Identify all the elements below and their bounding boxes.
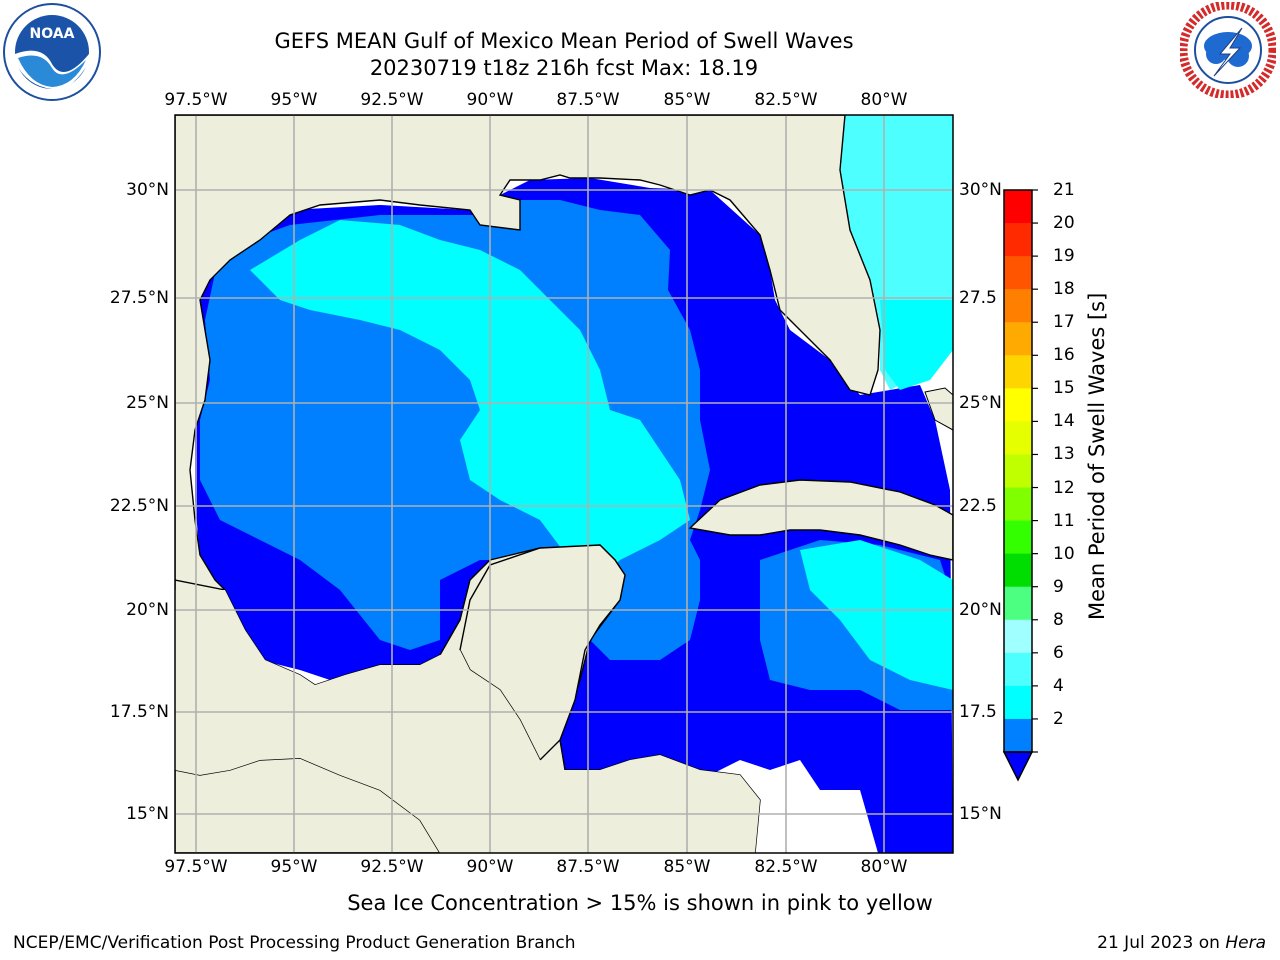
colorbar-segment [1004,685,1032,720]
lon-label-top: 90°W [466,90,514,110]
footer-date: 21 Jul 2023 on Hera [1097,933,1266,953]
colorbar-segment [1004,454,1032,489]
colorbar-tick-label: 14 [1053,411,1075,432]
footer-machine: Hera [1225,933,1266,953]
lat-label-right: 30°N [959,180,1002,200]
colorbar-tick-label: 18 [1053,279,1075,300]
colorbar-tick-label: 12 [1053,477,1075,498]
swell-6-7s-region-atlantic [880,300,953,390]
lon-label-top: 95°W [270,90,318,110]
colorbar-tick-label: 6 [1053,642,1064,663]
colorbar-tick-label: 19 [1053,246,1075,267]
colorbar-tick-label: 4 [1053,675,1064,696]
colorbar-tick-label: 10 [1053,543,1075,564]
chart-title: GEFS MEAN Gulf of Mexico Mean Period of … [274,29,854,53]
colorbar-tick-label: 9 [1053,576,1064,597]
colorbar-segment [1004,652,1032,687]
colorbar-tick-label: 16 [1053,345,1075,366]
lon-label-top: 92.5°W [360,90,424,110]
lat-label-left: 30°N [126,180,169,200]
nws-logo [1180,2,1276,98]
land-yucatan [459,544,626,762]
lat-label-right: 17.5 [959,702,997,722]
noaa-logo-text: NOAA [30,26,75,42]
lon-label-top: 87.5°W [556,90,620,110]
lat-label-left: 25°N [126,393,169,413]
colorbar-tick-label: 11 [1053,510,1075,531]
colorbar-segment [1004,553,1032,588]
lat-label-right: 25°N [959,393,1002,413]
lat-label-right: 22.5 [959,496,997,516]
colorbar-tick-label: 21 [1053,180,1075,200]
colorbar-frame [1003,189,1033,753]
colorbar-segment [1004,520,1032,555]
lat-label-left: 15°N [126,804,169,824]
lon-label-bottom: 82.5°W [754,857,818,877]
colorbar-segment [1004,619,1032,654]
lon-label-bottom: 80°W [860,857,908,877]
map-gridlines [175,115,953,853]
lat-label-right: 27.5 [959,288,997,308]
lon-label-top: 82.5°W [754,90,818,110]
lon-label-bottom: 97.5°W [164,857,228,877]
noaa-logo: NOAA [3,3,101,101]
lat-label-left: 20°N [126,600,169,620]
colorbar-segment [1004,421,1032,455]
colorbar-segment [1004,718,1032,753]
lon-label-bottom: 85°W [663,857,711,877]
lat-label-right: 20°N [959,600,1002,620]
colorbar [1002,189,1038,782]
colorbar-tick-label: 2 [1053,708,1064,729]
swell-6-7s-region-southeast [800,540,953,690]
map-frame [174,114,954,854]
lon-label-top: 85°W [663,90,711,110]
colorbar-segment [1004,355,1032,389]
footer-date-text: 21 Jul 2023 on [1097,933,1220,953]
colorbar-tick-label: 17 [1053,312,1075,333]
colorbar-extend-arrow [1002,751,1034,782]
lat-label-right: 15°N [959,804,1002,824]
colorbar-segment [1004,190,1032,224]
lon-label-top: 97.5°W [164,90,228,110]
lon-label-top: 80°W [860,90,908,110]
lat-label-left: 22.5°N [109,496,169,516]
lon-label-bottom: 92.5°W [360,857,424,877]
colorbar-tick-label: 20 [1053,213,1075,234]
colorbar-segment [1004,487,1032,522]
footer-credit: NCEP/EMC/Verification Post Processing Pr… [13,933,576,953]
lon-label-bottom: 90°W [466,857,514,877]
land-united-states [175,115,881,591]
lat-label-left: 27.5°N [109,288,169,308]
lat-label-left: 17.5°N [109,702,169,722]
colorbar-segment [1004,586,1032,621]
colorbar-tick-label: 15 [1053,378,1075,399]
colorbar-segment [1004,322,1032,356]
colorbar-segment [1004,388,1032,422]
chart-subtitle: 20230719 t18z 216h fcst Max: 18.19 [369,56,759,80]
colorbar-tick-label: 8 [1053,609,1064,630]
colorbar-label: Mean Period of Swell Waves [s] [1085,292,1109,620]
lon-label-bottom: 87.5°W [556,857,620,877]
lon-label-bottom: 95°W [270,857,318,877]
colorbar-segment [1004,223,1032,257]
colorbar-tick-label: 13 [1053,444,1075,465]
sea-ice-note: Sea Ice Concentration > 15% is shown in … [347,891,933,915]
swell-6-7s-region [250,220,690,580]
colorbar-segment [1004,256,1032,290]
colorbar-segment [1004,289,1032,323]
